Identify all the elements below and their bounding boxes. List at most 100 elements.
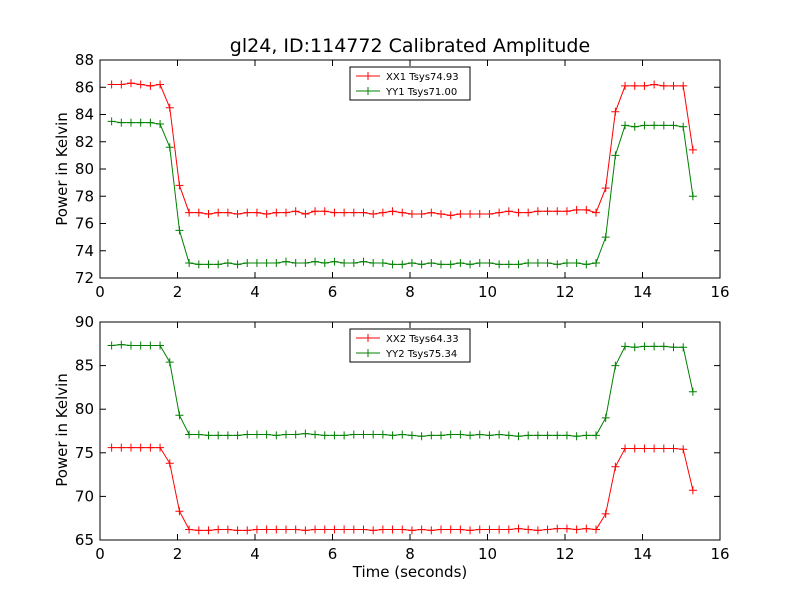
legend-label: XX2 Tsys64.33 — [386, 334, 459, 345]
data-point — [456, 525, 465, 534]
data-point — [582, 524, 591, 533]
y-tick-label: 90 — [75, 313, 94, 331]
legend-label: YY1 Tsys71.00 — [385, 87, 457, 98]
data-point — [233, 431, 242, 440]
data-point — [107, 443, 116, 452]
legend-marker — [364, 87, 372, 95]
data-point — [146, 81, 155, 90]
data-point — [553, 260, 562, 269]
data-point — [252, 525, 261, 534]
x-tick-label: 8 — [405, 283, 415, 301]
data-point — [466, 526, 475, 535]
data-point — [601, 509, 610, 518]
x-tick-label: 8 — [405, 545, 415, 563]
data-point — [407, 259, 416, 268]
data-point — [127, 79, 135, 88]
data-point — [156, 80, 165, 89]
legend-marker — [364, 349, 372, 357]
data-point — [223, 525, 232, 534]
data-point — [127, 118, 135, 127]
data-point — [165, 103, 174, 112]
legend-marker — [364, 334, 372, 342]
data-point — [485, 431, 494, 440]
data-point — [359, 525, 368, 534]
data-point — [688, 145, 697, 154]
data-point — [243, 526, 252, 535]
data-point — [543, 431, 552, 440]
data-point — [117, 443, 126, 452]
x-tick-label: 12 — [555, 545, 574, 563]
data-point — [485, 259, 494, 268]
data-point — [466, 431, 475, 440]
data-point — [582, 431, 591, 440]
data-point — [388, 260, 397, 269]
data-point — [592, 259, 600, 268]
bottom-subplot: Power in Kelvin Time (seconds) 0 2 4 6 8 10 12… — [53, 313, 730, 581]
x-tick-label: 2 — [173, 545, 183, 563]
y-tick-label: 65 — [75, 531, 94, 549]
x-tick-label: 4 — [250, 545, 260, 563]
data-point — [407, 209, 416, 218]
legend-entry: XX1 Tsys74.93 — [356, 72, 459, 83]
x-tick-label: 0 — [95, 283, 105, 301]
data-point — [291, 259, 300, 268]
data-point — [456, 430, 465, 439]
data-point — [156, 341, 165, 350]
data-point — [156, 120, 165, 129]
data-point — [679, 343, 688, 352]
data-point — [349, 208, 358, 217]
data-point — [127, 443, 135, 452]
top-plot-area: 0 2 4 6 8 10 12 14 16 72 74 76 78 80 82 84 86 88 XX1 Tsys7… — [75, 51, 730, 301]
data-point — [630, 122, 639, 131]
data-point — [659, 81, 668, 90]
data-point — [562, 259, 571, 268]
data-point — [669, 121, 678, 130]
data-point — [214, 260, 223, 269]
data-point — [233, 260, 242, 269]
data-point — [262, 259, 271, 268]
y-tick-label: 76 — [75, 215, 94, 233]
data-point — [204, 209, 213, 218]
data-point — [446, 525, 455, 534]
data-point — [543, 525, 552, 534]
data-point — [378, 430, 387, 439]
data-point — [427, 259, 436, 268]
data-point — [388, 431, 397, 440]
x-tick-label: 16 — [710, 283, 729, 301]
data-point — [514, 260, 523, 269]
data-point — [107, 341, 116, 350]
data-point — [262, 525, 271, 534]
data-point — [533, 526, 542, 535]
data-point — [446, 430, 455, 439]
data-point — [320, 259, 329, 268]
y-tick-label: 82 — [75, 133, 94, 151]
data-point — [533, 207, 542, 216]
data-point — [369, 259, 378, 268]
data-point — [282, 257, 290, 266]
data-point — [194, 260, 203, 269]
data-point — [437, 209, 445, 218]
x-tick-label: 16 — [710, 545, 729, 563]
data-point — [650, 342, 659, 351]
x-tick-label: 2 — [173, 283, 183, 301]
data-point — [427, 208, 436, 217]
data-point — [185, 525, 194, 534]
data-point — [572, 259, 581, 268]
data-point — [475, 525, 484, 534]
data-point — [223, 431, 232, 440]
data-point — [553, 431, 562, 440]
data-point — [127, 341, 135, 350]
data-point — [272, 525, 281, 534]
data-point — [417, 209, 426, 218]
top-subplot: gl24, ID:114772 Calibrated Amplitude Pow… — [53, 35, 730, 301]
data-point — [378, 525, 387, 534]
data-point — [417, 260, 426, 269]
x-tick-label: 14 — [633, 283, 652, 301]
data-point — [495, 525, 504, 534]
series-1 — [107, 79, 697, 220]
legend-label: YY2 Tsys75.34 — [385, 349, 457, 360]
data-point — [669, 343, 678, 352]
data-point — [340, 525, 349, 534]
data-point — [446, 260, 455, 269]
data-point — [630, 81, 639, 90]
